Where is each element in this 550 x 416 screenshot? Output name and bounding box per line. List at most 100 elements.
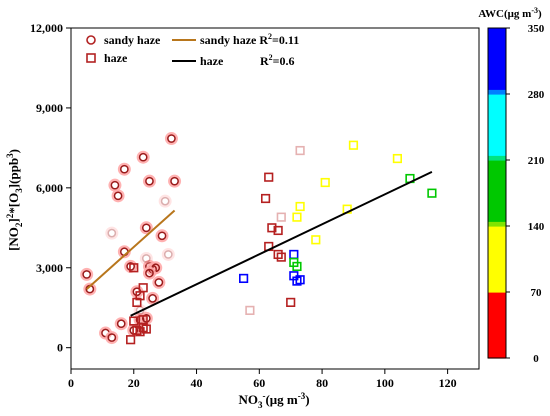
y-tick-label: 3,000	[36, 261, 63, 275]
colorbar-segment	[488, 70, 506, 76]
colorbar-segment	[488, 141, 506, 147]
y-axis: 0 3,000 6,000 9,000 12,000	[30, 21, 71, 355]
haze-point	[129, 316, 139, 326]
haze-point	[286, 297, 296, 307]
colorbar-segment	[488, 51, 506, 57]
colorbar-segment	[488, 84, 506, 90]
colorbar-segment	[488, 310, 506, 317]
legend-haze-marker-label: haze	[104, 51, 128, 65]
colorbar-segment	[488, 127, 506, 133]
legend-sandy-haze-marker-label: sandy haze	[104, 33, 161, 47]
colorbar-segment	[488, 334, 506, 340]
colorbar-tick-label: 0	[533, 353, 539, 365]
haze-point	[320, 177, 330, 188]
legend-sandy-haze-marker	[86, 35, 96, 45]
y-axis-label: [NO2]2*[O3](ppb3)	[5, 149, 24, 251]
colorbar-segment	[488, 136, 506, 142]
colorbar-segment	[488, 292, 506, 298]
sandy-haze-point	[142, 266, 156, 280]
sandy-haze-point	[105, 226, 119, 240]
colorbar-segment	[488, 207, 506, 213]
sandy-haze-point	[146, 291, 160, 305]
colorbar-segment	[488, 216, 506, 222]
sandy-haze-point	[152, 275, 166, 289]
x-tick-label: 0	[68, 376, 74, 390]
colorbar-segment	[488, 282, 506, 288]
colorbar-segment	[488, 230, 506, 237]
haze-point	[126, 335, 136, 345]
y-tick-label: 6,000	[36, 181, 63, 195]
haze-point	[276, 212, 286, 222]
sandy-haze-point	[142, 174, 156, 188]
haze-point	[295, 145, 305, 156]
colorbar-tick-label: 350	[528, 23, 545, 35]
sandy-haze-point	[80, 267, 94, 281]
haze-point	[129, 263, 139, 273]
colorbar-segment	[488, 287, 506, 293]
legend-haze-r2: R2=0.6	[260, 53, 295, 68]
haze-point	[141, 324, 151, 334]
colorbar-segment	[488, 244, 506, 251]
sandy-haze-point	[139, 221, 153, 235]
colorbar-segment	[488, 353, 506, 359]
colorbar-segment	[488, 211, 506, 218]
colorbar-segment	[488, 339, 506, 345]
haze-fit-line	[130, 170, 433, 317]
legend-haze-line-label: haze	[200, 54, 224, 68]
data-marks	[80, 132, 437, 345]
colorbar-segment	[488, 174, 506, 180]
haze-point	[273, 225, 283, 236]
colorbar-segment	[488, 169, 506, 175]
colorbar-segment	[488, 188, 506, 194]
colorbar-segment	[488, 259, 506, 265]
colorbar-segment	[488, 183, 506, 189]
sandy-haze-point	[105, 331, 119, 345]
colorbar-segment	[488, 226, 506, 232]
colorbar-segment	[488, 178, 506, 185]
colorbar-segment	[488, 145, 506, 152]
colorbar-segment	[488, 273, 506, 279]
haze-point	[427, 188, 437, 198]
haze-point	[295, 275, 305, 285]
fit-lines	[86, 170, 433, 317]
x-axis: 0 20 40 60 80 100 120	[68, 369, 457, 390]
colorbar-segment	[488, 108, 506, 114]
colorbar-segment	[488, 329, 506, 336]
colorbar-segment	[488, 325, 506, 331]
colorbar-segment	[488, 75, 506, 81]
colorbar-segment	[488, 240, 506, 246]
haze-point	[138, 283, 148, 293]
colorbar-segment	[488, 98, 506, 105]
colorbar-segment	[488, 89, 506, 95]
sandy-haze-point	[117, 162, 131, 176]
haze-point	[311, 235, 321, 245]
colorbar-segment	[488, 61, 506, 67]
x-tick-label: 120	[439, 376, 457, 390]
colorbar-segment	[488, 122, 506, 128]
colorbar-segment	[488, 56, 506, 62]
colorbar-segment	[488, 131, 506, 138]
sandy-haze-point	[158, 194, 172, 208]
colorbar-segment	[488, 37, 506, 43]
colorbar-segment	[488, 79, 506, 86]
colorbar-segment	[488, 112, 506, 119]
haze-point	[292, 212, 302, 222]
y-tick-label: 9,000	[36, 101, 63, 115]
sandy-haze-point	[164, 132, 178, 146]
colorbar-segment	[488, 94, 506, 100]
colorbar-segment	[488, 193, 506, 199]
colorbar-segment	[488, 306, 506, 312]
colorbar-segment	[488, 103, 506, 109]
colorbar-segment	[488, 221, 506, 227]
colorbar-title: AWC(μg m-3)	[478, 6, 542, 20]
x-tick-label: 80	[316, 376, 328, 390]
y-tick-label: 0	[57, 341, 63, 355]
colorbar-segment	[488, 28, 506, 34]
legend-haze-marker	[86, 53, 96, 63]
colorbar-segment	[488, 160, 506, 166]
colorbar-segment	[488, 296, 506, 303]
colorbar-segment	[488, 235, 506, 241]
haze-point	[245, 305, 255, 315]
colorbar-segment	[488, 150, 506, 156]
